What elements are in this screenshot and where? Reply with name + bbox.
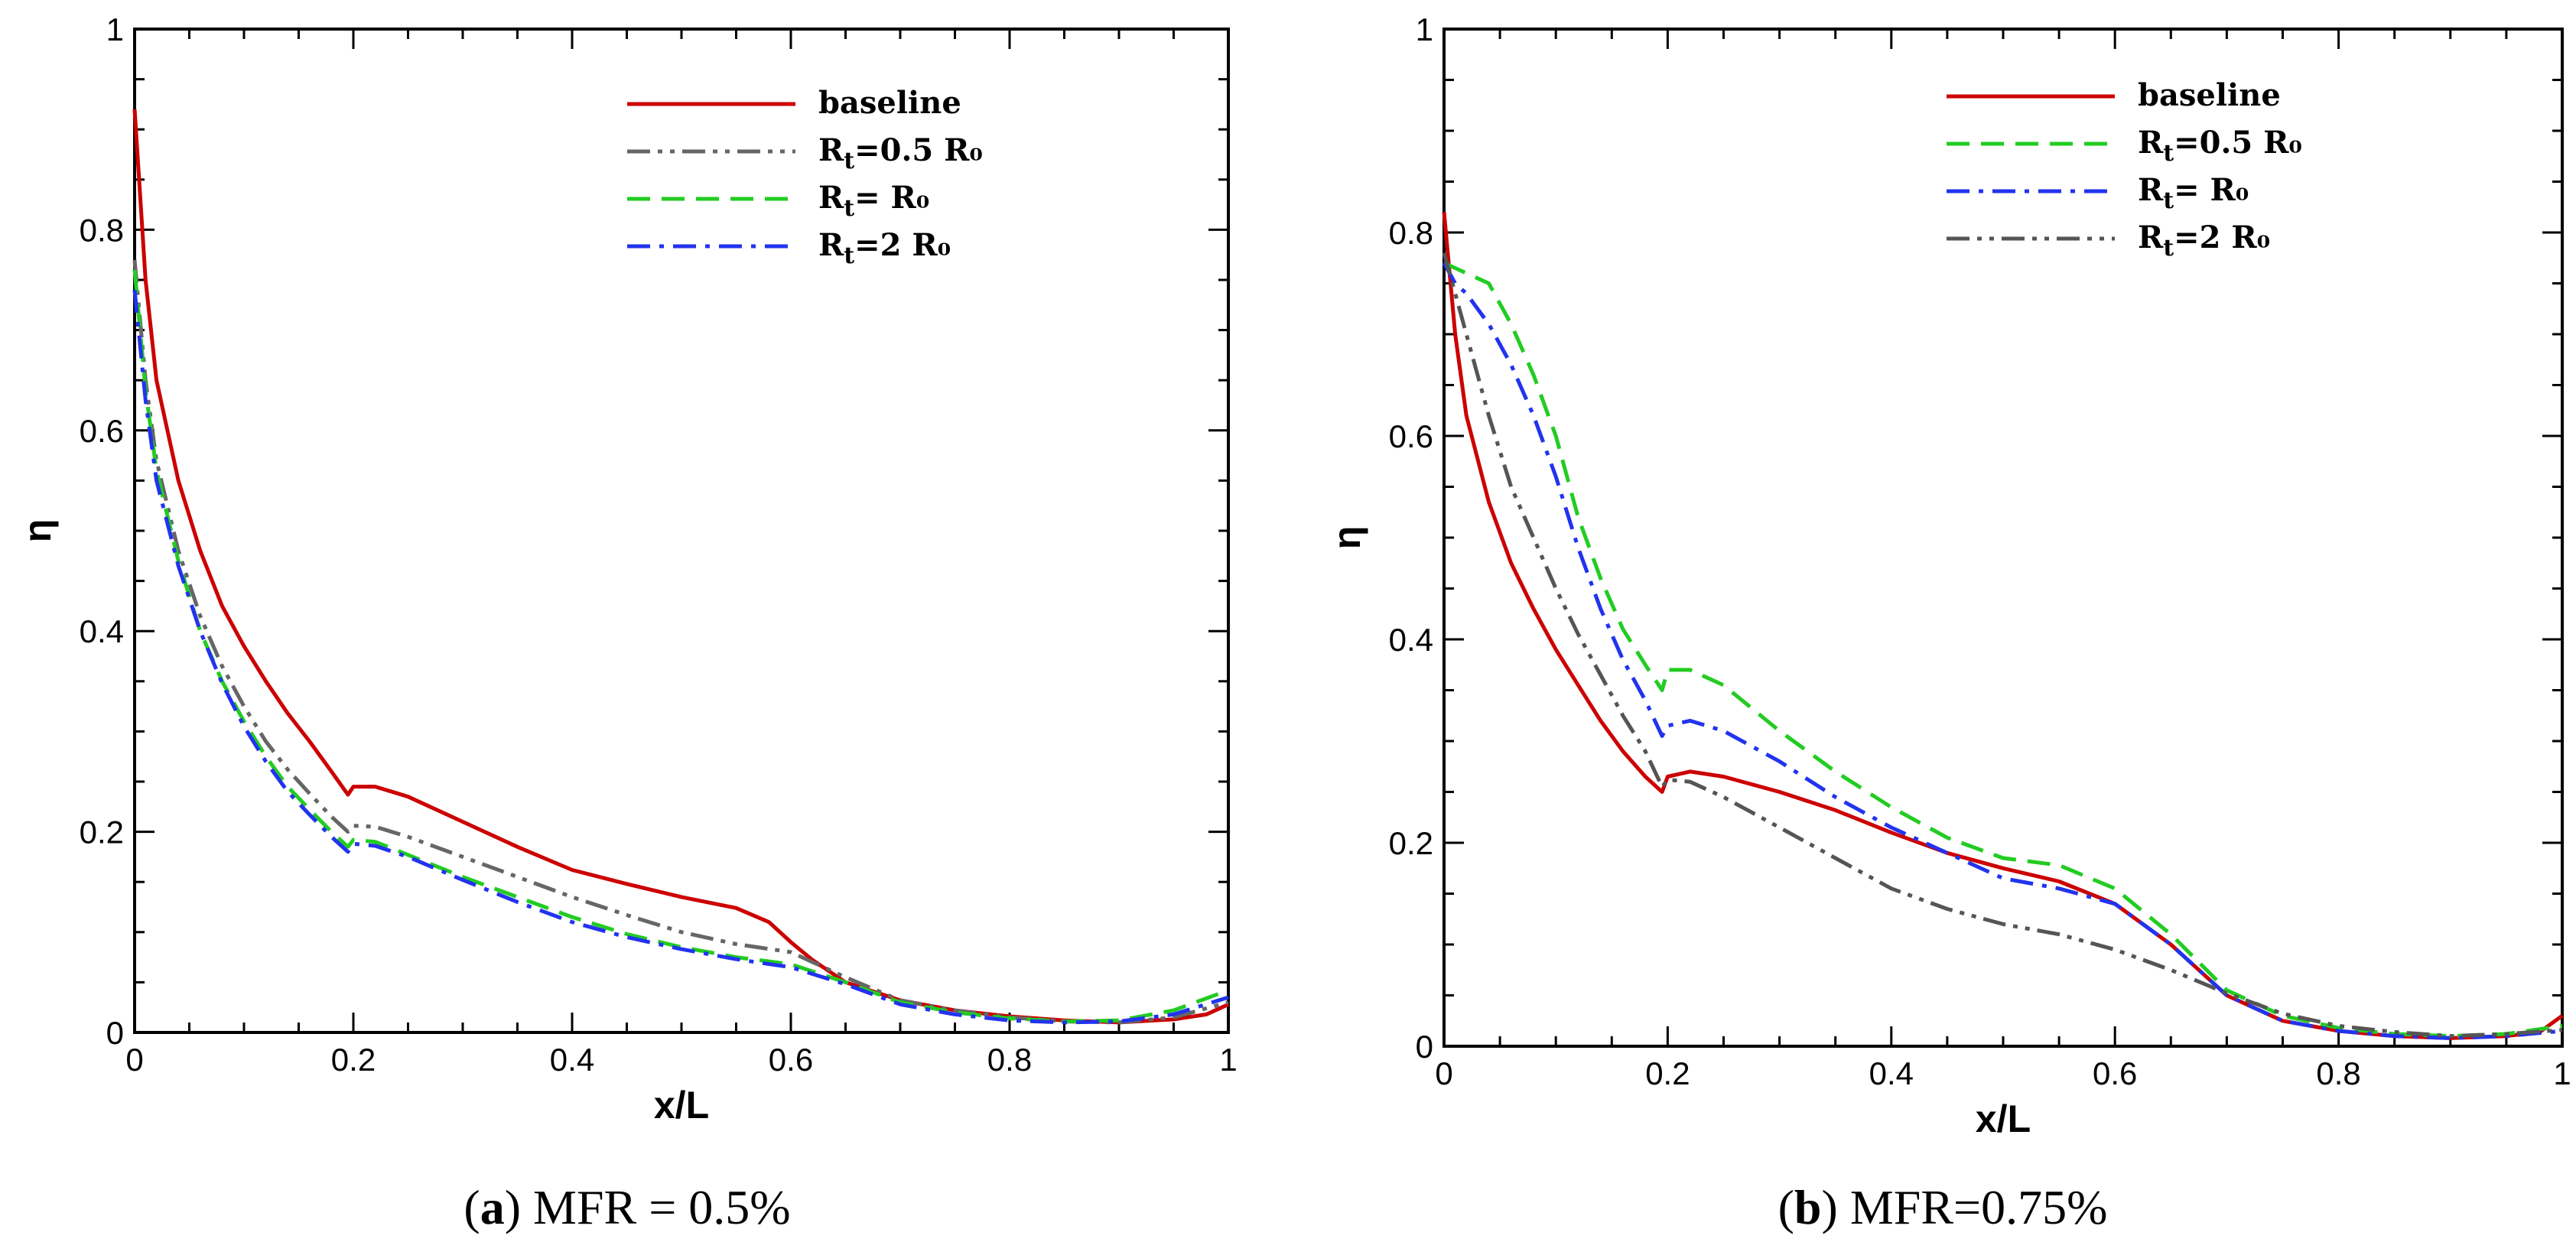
x-axis-title: x/L bbox=[654, 1084, 709, 1127]
x-tick-label: 0.8 bbox=[2316, 1055, 2360, 1091]
x-tick-label: 0.2 bbox=[1645, 1055, 1690, 1091]
y-tick-label: 0.8 bbox=[1389, 215, 1433, 251]
legend-label-1: Rt=0.5 R₀ bbox=[818, 132, 983, 174]
x-tick-label: 0.4 bbox=[1869, 1055, 1914, 1091]
legend-label-1: Rt=0.5 R₀ bbox=[2138, 125, 2302, 167]
plot-frame bbox=[1442, 28, 2564, 1048]
legend-label-0: baseline bbox=[2138, 77, 2281, 113]
y-tick-label: 1 bbox=[106, 11, 124, 47]
y-tick-label: 0.8 bbox=[80, 212, 124, 248]
x-tick-label: 0 bbox=[125, 1042, 143, 1078]
y-tick-label: 0.6 bbox=[80, 413, 124, 449]
legend-label-2: Rt= R₀ bbox=[818, 180, 929, 222]
panel-caption: (a) MFR = 0.5% bbox=[463, 1180, 790, 1234]
x-tick-label: 0.6 bbox=[769, 1042, 813, 1078]
y-tick-label: 0 bbox=[106, 1015, 124, 1051]
legend-label-0: baseline bbox=[818, 85, 961, 121]
x-tick-label: 0 bbox=[1435, 1055, 1452, 1091]
x-tick-label: 0.2 bbox=[331, 1042, 376, 1078]
panel-caption: (b) MFR=0.75% bbox=[1778, 1180, 2108, 1234]
y-tick-label: 0.6 bbox=[1389, 418, 1433, 454]
x-axis-title: x/L bbox=[1976, 1097, 2031, 1140]
series-line-0 bbox=[132, 109, 1230, 1025]
legend-label-3: Rt=2 R₀ bbox=[2138, 219, 2270, 262]
legend-label-3: Rt=2 R₀ bbox=[818, 227, 951, 269]
panel-a: 0 0.2 0.4 0.6 0.8 1 0 0.2 0.4 0.6 0.8 1 x/L η baseline… bbox=[16, 11, 1238, 1234]
y-tick-label: 0 bbox=[1416, 1029, 1433, 1065]
plot-frame bbox=[133, 28, 1230, 1034]
y-tick-label: 0.4 bbox=[1389, 622, 1433, 658]
legend-label-2: Rt= R₀ bbox=[2138, 172, 2249, 214]
series-line-2 bbox=[1442, 262, 2563, 1040]
series-line-0 bbox=[1442, 212, 2564, 1040]
series-line-3 bbox=[1442, 252, 2563, 1039]
x-tick-label: 1 bbox=[2553, 1055, 2571, 1091]
panel-b: 0 0.2 0.4 0.6 0.8 1 0 0.2 0.4 0.6 0.8 1 x/L η baseline… bbox=[1325, 11, 2571, 1234]
x-tick-label: 0.8 bbox=[987, 1042, 1032, 1078]
y-axis-title: η bbox=[16, 519, 59, 543]
y-tick-label: 0.4 bbox=[80, 613, 124, 649]
y-axis-title: η bbox=[1325, 526, 1368, 550]
y-tick-label: 0.2 bbox=[1389, 825, 1433, 861]
x-tick-label: 0.4 bbox=[550, 1042, 594, 1078]
x-tick-label: 1 bbox=[1219, 1042, 1237, 1078]
y-tick-label: 1 bbox=[1416, 11, 1433, 47]
series-line-2 bbox=[132, 269, 1229, 1024]
x-tick-label: 0.6 bbox=[2093, 1055, 2137, 1091]
y-tick-label: 0.2 bbox=[80, 814, 124, 850]
series-line-1 bbox=[1442, 261, 2563, 1039]
series-line-3 bbox=[132, 289, 1229, 1025]
series-line-1 bbox=[132, 259, 1229, 1025]
